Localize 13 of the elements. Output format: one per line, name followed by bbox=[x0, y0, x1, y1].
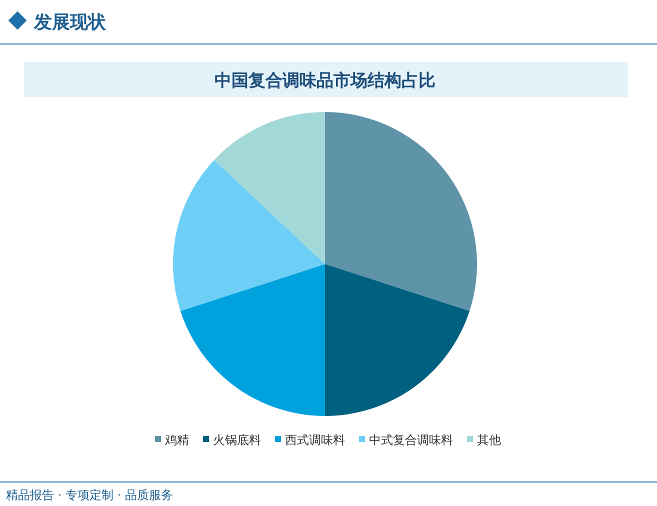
pie-slice bbox=[214, 112, 325, 264]
pie-slice bbox=[173, 160, 325, 311]
legend-label: 西式调味料 bbox=[285, 433, 345, 447]
legend-label: 鸡精 bbox=[164, 433, 189, 447]
text: 发展现状 bbox=[33, 12, 107, 33]
legend-label: 中式复合调味料 bbox=[369, 433, 453, 447]
pie-slice bbox=[325, 264, 470, 416]
legend-label: 火锅底料 bbox=[213, 433, 261, 447]
text: 精品报告 · 专项定制 · 品质服务 bbox=[6, 488, 173, 502]
legend-label: 其他 bbox=[477, 433, 501, 447]
chart-title: 中国复合调味品市场结构占比 bbox=[214, 71, 436, 91]
pie-slice bbox=[180, 264, 325, 416]
pie-slice bbox=[325, 112, 477, 311]
